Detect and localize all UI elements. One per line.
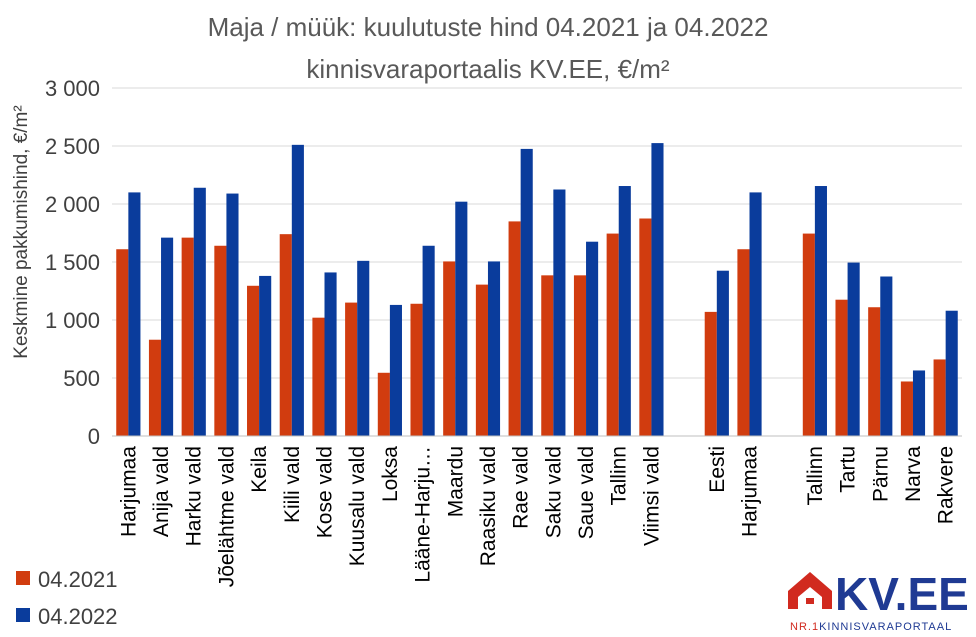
chart-title-line-2: kinnisvaraportaalis KV.EE, €/m² [306,54,670,84]
bar-04-2022 [455,201,468,436]
chart-title: Maja / müük: kuulutuste hind 04.2021 ja … [208,12,769,84]
bar-04-2021 [541,275,554,436]
bar-04-2022 [912,370,926,436]
logo-subtitle-rest: KINNISVARAPORTAAL [819,621,952,633]
bar-04-2021 [148,339,162,436]
y-tick-label: 500 [63,366,100,391]
bar-04-2022 [945,310,958,436]
bar-04-2022 [651,143,664,436]
bar-04-2022 [357,260,370,436]
bar-04-2022 [553,189,566,436]
bar-04-2022 [128,192,141,436]
x-tick-label: Eesti [706,446,729,493]
x-tick-label: Raasiku vald [477,446,500,566]
y-tick-labels: 0 500 1 000 1 500 2 000 2 500 3 000 [45,76,100,449]
bar-04-2022 [324,272,337,436]
bars [116,143,958,436]
x-tick-label: Maardu [444,446,467,517]
bar-04-2021 [345,302,358,436]
bar-04-2022 [618,186,631,436]
x-tick-label: Tallinn [608,446,631,506]
x-tick-label: Tallinn [804,446,827,506]
bar-04-2021 [573,275,587,436]
x-tick-labels: Harjumaa Anija vald Harku vald Jõelähtme va… [117,446,957,588]
x-tick-label: Loksa [379,446,402,502]
bar-04-2022 [487,261,501,436]
x-tick-label: Harku vald [183,446,206,546]
x-tick-label: Tartu [837,446,860,493]
x-tick-label: Saku vald [542,446,565,538]
legend: 04.2021 04.2022 [16,567,118,629]
x-tick-label: Kiili vald [281,446,304,523]
bar-04-2022 [814,186,827,436]
logo-text: KV.EE [835,568,969,620]
bar-04-2021 [933,359,946,436]
bar-04-2021 [508,221,521,436]
y-tick-label: 3 000 [45,76,100,101]
bar-04-2021 [116,249,129,436]
bar-04-2022 [749,192,762,436]
legend-label-04-2022: 04.2022 [38,604,118,629]
bar-04-2021 [279,234,292,436]
y-axis-label: Keskmine pakkumishind, €/m² [11,105,32,358]
bar-04-2022 [389,304,402,436]
house-icon [788,572,832,609]
chart-title-line-1: Maja / müük: kuulutuste hind 04.2021 ja … [208,12,769,42]
kv-ee-logo: KV.EE NR.1KINNISVARAPORTAAL [788,568,969,633]
x-tick-label: Narva [902,446,925,502]
logo-subtitle: NR.1KINNISVARAPORTAAL [790,621,952,633]
bar-04-2021 [802,233,815,436]
x-tick-label: Harjumaa [117,446,140,537]
y-tick-label: 2 500 [45,134,100,159]
bar-04-2021 [737,249,750,436]
x-tick-label: Kose vald [314,446,337,538]
x-tick-label: Keila [248,446,271,493]
bar-04-2022 [422,245,435,436]
legend-label-04-2021: 04.2021 [38,567,118,592]
legend-swatch-04-2021 [16,571,30,585]
bar-04-2022 [291,144,304,436]
bar-04-2021 [835,299,848,436]
x-tick-label: Harjumaa [739,446,762,537]
bar-04-2022 [586,241,599,436]
bar-04-2022 [193,187,206,436]
x-tick-label: Kuusalu vald [346,446,369,566]
gridlines [112,87,962,379]
x-tick-label: Pärnu [869,446,892,502]
bar-04-2021 [214,245,227,436]
bar-04-2021 [704,311,717,436]
x-tick-label: Rakvere [935,446,958,524]
x-tick-label: Saue vald [575,446,598,539]
bar-04-2021 [900,381,913,436]
bar-04-2022 [226,193,239,436]
y-tick-label: 0 [88,424,100,449]
bar-04-2022 [161,237,174,436]
bar-04-2021 [639,218,652,436]
legend-swatch-04-2022 [16,608,30,622]
bar-04-2021 [606,233,619,436]
bar-04-2022 [259,275,272,436]
x-tick-label: Rae vald [510,446,533,529]
bar-04-2021 [443,261,456,436]
bar-04-2022 [716,270,729,436]
bar-04-2021 [247,285,260,436]
x-tick-label: Jõelähtme vald [215,446,238,587]
logo-subtitle-prefix: NR.1 [790,621,819,633]
bar-04-2021 [377,372,390,436]
bar-04-2021 [868,307,881,436]
x-tick-label: Viimsi vald [640,446,663,546]
x-tick-label: Lääne-Harju… [412,446,435,583]
bar-04-2022 [847,262,860,436]
bar-04-2021 [312,317,325,436]
bar-04-2022 [520,148,533,436]
y-tick-label: 1 500 [45,250,100,275]
bar-04-2021 [410,303,423,436]
bar-04-2022 [880,276,893,436]
bar-04-2021 [181,237,194,436]
x-tick-label: Anija vald [150,446,173,537]
bar-04-2021 [475,284,488,436]
y-tick-label: 1 000 [45,308,100,333]
y-tick-label: 2 000 [45,192,100,217]
